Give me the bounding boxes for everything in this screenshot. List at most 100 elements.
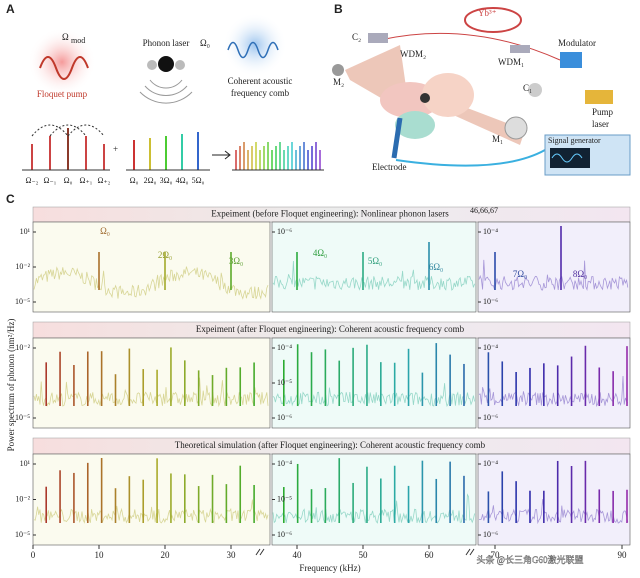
screen-wave bbox=[551, 153, 583, 163]
panel-label: A bbox=[6, 2, 15, 16]
sideband-label: Ω₋₂ bbox=[26, 176, 39, 185]
harmonic-label: 5Ω₀ bbox=[368, 256, 382, 266]
wdm bbox=[510, 45, 530, 53]
harmonic-label: 4Ω₀ bbox=[176, 176, 189, 185]
sideband-label: Ω₀ bbox=[64, 176, 73, 185]
wire bbox=[395, 149, 546, 167]
label: Modulator bbox=[558, 38, 596, 48]
fiber bbox=[379, 32, 561, 61]
coupler bbox=[368, 33, 388, 43]
noise bbox=[479, 499, 629, 525]
noise bbox=[33, 377, 269, 408]
comb-glow bbox=[223, 13, 287, 77]
subplot-bg bbox=[477, 337, 631, 429]
subplot-bg bbox=[271, 453, 477, 546]
c1 bbox=[528, 83, 542, 97]
spectra: Expeiment (before Floquet engineering): … bbox=[15, 206, 631, 560]
label: Yb³⁺ bbox=[478, 8, 497, 18]
subplot-bg bbox=[271, 221, 477, 313]
noise bbox=[33, 266, 269, 300]
label: C₂ bbox=[352, 32, 361, 42]
noise bbox=[272, 383, 475, 407]
sidebands: Ω₋₂ Ω₋₁ Ω₀ Ω₊₁ Ω₊₂ Ω₀ 2Ω₀ 3Ω₀ 4Ω₀ 5Ω₀ bbox=[22, 124, 324, 185]
x-tick-label: 0 bbox=[31, 550, 36, 560]
electrode bbox=[391, 117, 403, 159]
noise bbox=[478, 375, 629, 408]
y-tick-label: 10⁻⁴ bbox=[277, 459, 292, 468]
y-tick-label: 10⁻² bbox=[15, 262, 30, 271]
harmonic-label: 2Ω₀ bbox=[144, 176, 157, 185]
harmonic-label: 3Ω₀ bbox=[160, 176, 173, 185]
harmonic-label: 5Ω₀ bbox=[192, 176, 205, 185]
ball bbox=[158, 56, 174, 72]
screen bbox=[550, 148, 590, 168]
x-tick-label: 30 bbox=[227, 550, 237, 560]
label: Floquet pump bbox=[37, 89, 88, 99]
atom bbox=[147, 60, 157, 70]
x-tick-label: 90 bbox=[618, 550, 628, 560]
subplot-bg bbox=[477, 453, 631, 546]
harmonic-label: 2Ω₀ bbox=[158, 250, 172, 260]
harmonic-label: Ω₀ bbox=[130, 176, 139, 185]
label: C₁ bbox=[523, 83, 532, 93]
subplot-bg bbox=[32, 453, 271, 546]
y-tick-label: 10⁻⁵ bbox=[15, 297, 30, 306]
noise bbox=[272, 260, 475, 291]
mod: mod bbox=[71, 36, 85, 45]
watermark: 头条 @长三角G60激光联盟 bbox=[476, 554, 583, 565]
x-tick-label: 70 bbox=[491, 550, 501, 560]
label: laser bbox=[592, 119, 609, 129]
label: WDM₁ bbox=[498, 57, 524, 67]
label: M₁ bbox=[492, 134, 503, 144]
arrow bbox=[212, 150, 231, 160]
fiber-coil bbox=[464, 7, 522, 33]
y-tick-label: 10⁻⁴ bbox=[483, 227, 498, 236]
pump-wave bbox=[39, 56, 89, 80]
noise bbox=[272, 493, 475, 524]
sideband-label: Ω₋₁ bbox=[44, 176, 57, 185]
sideband-label: Ω₊₂ bbox=[98, 176, 111, 185]
x-tick-label: 50 bbox=[359, 550, 369, 560]
label: Coherent acoustic bbox=[228, 76, 293, 86]
harmonic-label: 6Ω₀ bbox=[429, 262, 443, 272]
refs: 46,66,67 bbox=[470, 206, 498, 215]
label: Pump bbox=[592, 107, 614, 117]
label: frequency comb bbox=[231, 88, 290, 98]
noise bbox=[478, 259, 629, 291]
label: M₂ bbox=[333, 77, 344, 87]
y-tick-label: 10⁻⁶ bbox=[483, 413, 498, 422]
label: Signal generator bbox=[548, 136, 601, 145]
mirror bbox=[332, 64, 344, 76]
modulator bbox=[560, 52, 582, 68]
subplot-bg bbox=[32, 221, 271, 313]
y-tick-label: 10⁻⁵ bbox=[15, 413, 30, 422]
atom bbox=[175, 60, 185, 70]
row-title: Expeiment (before Floquet engineering): … bbox=[211, 209, 449, 219]
x-tick-label: 10 bbox=[95, 550, 105, 560]
subplot-bg bbox=[477, 221, 631, 313]
axis-break bbox=[255, 548, 265, 556]
y-axis-label: Power spectrum of phonon (nm²/Hz) bbox=[6, 319, 16, 452]
y-tick-label: 10⁻⁵ bbox=[15, 530, 30, 539]
label: Ω₀ bbox=[200, 38, 210, 48]
y-tick-label: 10⁻⁶ bbox=[277, 530, 292, 539]
y-tick-label: 10⁻⁴ bbox=[277, 343, 292, 352]
y-tick-label: 10⁻⁶ bbox=[483, 530, 498, 539]
harmonic-label: 4Ω₀ bbox=[313, 248, 327, 258]
pump-glow bbox=[28, 28, 96, 96]
pump-laser bbox=[585, 90, 613, 104]
x-tick-label: 20 bbox=[161, 550, 171, 560]
axis-break bbox=[465, 548, 475, 556]
noise bbox=[33, 499, 269, 524]
dashed-arcs bbox=[31, 124, 105, 137]
y-tick-label: 10⁻⁴ bbox=[483, 459, 498, 468]
label: WDM₂ bbox=[400, 49, 426, 59]
x-axis-label: Frequency (kHz) bbox=[299, 563, 360, 573]
row-title: Expeiment (after Floquet engineering): C… bbox=[196, 324, 465, 334]
comb-wave bbox=[227, 41, 279, 59]
y-tick-label: 10⁻⁶ bbox=[277, 227, 292, 236]
y-tick-label: 10⁻² bbox=[15, 343, 30, 352]
mirror bbox=[504, 116, 528, 140]
x-tick-label: 60 bbox=[425, 550, 435, 560]
